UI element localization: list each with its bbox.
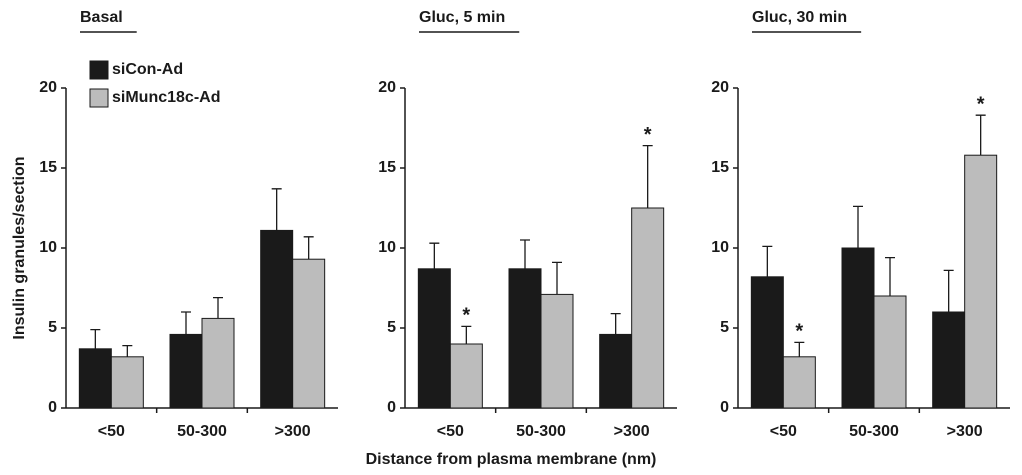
bar bbox=[964, 154, 998, 409]
error-bar bbox=[271, 188, 282, 231]
x-tick-label: 50-300 bbox=[849, 423, 899, 440]
x-tick-label: <50 bbox=[98, 423, 125, 440]
bar bbox=[292, 258, 326, 409]
y-tick-label: 0 bbox=[48, 399, 57, 416]
y-tick-label: 20 bbox=[378, 79, 396, 96]
panel-title: Gluc, 5 min bbox=[419, 9, 505, 26]
legend-label: siMunc18c-Ad bbox=[112, 89, 220, 106]
x-tick-label: >300 bbox=[614, 423, 650, 440]
error-bar bbox=[975, 114, 986, 156]
error-bar bbox=[642, 144, 653, 208]
legend-swatch bbox=[89, 60, 109, 80]
bar bbox=[631, 207, 665, 409]
y-tick-label: 5 bbox=[48, 319, 57, 336]
bar bbox=[260, 229, 294, 409]
y-tick-label: 15 bbox=[711, 159, 729, 176]
error-bar bbox=[853, 205, 863, 248]
bar bbox=[508, 268, 542, 409]
x-tick-label: >300 bbox=[275, 423, 311, 440]
x-tick-label: 50-300 bbox=[516, 423, 566, 440]
error-bar bbox=[943, 269, 954, 312]
x-tick-label: <50 bbox=[437, 423, 464, 440]
error-bar bbox=[610, 312, 621, 335]
x-tick-label: >300 bbox=[947, 423, 983, 440]
y-tick-label: 10 bbox=[711, 239, 729, 256]
error-bar bbox=[520, 239, 530, 269]
significance-mark: * bbox=[977, 93, 985, 115]
bar bbox=[932, 311, 966, 409]
error-bar bbox=[461, 325, 472, 344]
y-tick-label: 20 bbox=[39, 79, 57, 96]
bar bbox=[782, 356, 816, 409]
y-tick-label: 0 bbox=[720, 399, 729, 416]
bar bbox=[599, 333, 633, 409]
x-tick-label: 50-300 bbox=[177, 423, 227, 440]
bar bbox=[841, 247, 875, 409]
significance-mark: * bbox=[644, 124, 652, 146]
x-axis-label: Distance from plasma membrane (nm) bbox=[366, 451, 657, 468]
error-bar bbox=[885, 256, 895, 296]
legend-swatch bbox=[89, 88, 109, 108]
significance-mark: * bbox=[462, 305, 470, 327]
y-axis-label: Insulin granules/section bbox=[11, 156, 28, 339]
bar bbox=[110, 356, 144, 409]
error-bar bbox=[303, 236, 314, 260]
y-tick-label: 5 bbox=[387, 319, 396, 336]
error-bar bbox=[213, 296, 223, 319]
legend-label: siCon-Ad bbox=[112, 61, 183, 78]
bar bbox=[417, 268, 451, 409]
panel-title: Gluc, 30 min bbox=[752, 9, 847, 26]
y-tick-label: 15 bbox=[378, 159, 396, 176]
y-tick-label: 5 bbox=[720, 319, 729, 336]
error-bar bbox=[122, 344, 133, 357]
error-bar bbox=[552, 261, 562, 295]
x-tick-label: <50 bbox=[770, 423, 797, 440]
error-bar bbox=[181, 311, 191, 335]
y-tick-label: 0 bbox=[387, 399, 396, 416]
error-bar bbox=[762, 245, 773, 277]
bar bbox=[750, 276, 784, 409]
y-tick-label: 15 bbox=[39, 159, 57, 176]
y-tick-label: 20 bbox=[711, 79, 729, 96]
significance-mark: * bbox=[795, 321, 803, 343]
bar bbox=[449, 343, 483, 409]
error-bar bbox=[90, 328, 101, 349]
y-tick-label: 10 bbox=[378, 239, 396, 256]
error-bar bbox=[794, 341, 805, 357]
y-tick-label: 10 bbox=[39, 239, 57, 256]
bar bbox=[201, 317, 235, 409]
bar bbox=[78, 348, 112, 409]
error-bar bbox=[429, 242, 440, 269]
bar bbox=[169, 333, 203, 409]
panel-title: Basal bbox=[80, 9, 123, 26]
bar bbox=[540, 293, 574, 409]
bar bbox=[873, 295, 907, 409]
